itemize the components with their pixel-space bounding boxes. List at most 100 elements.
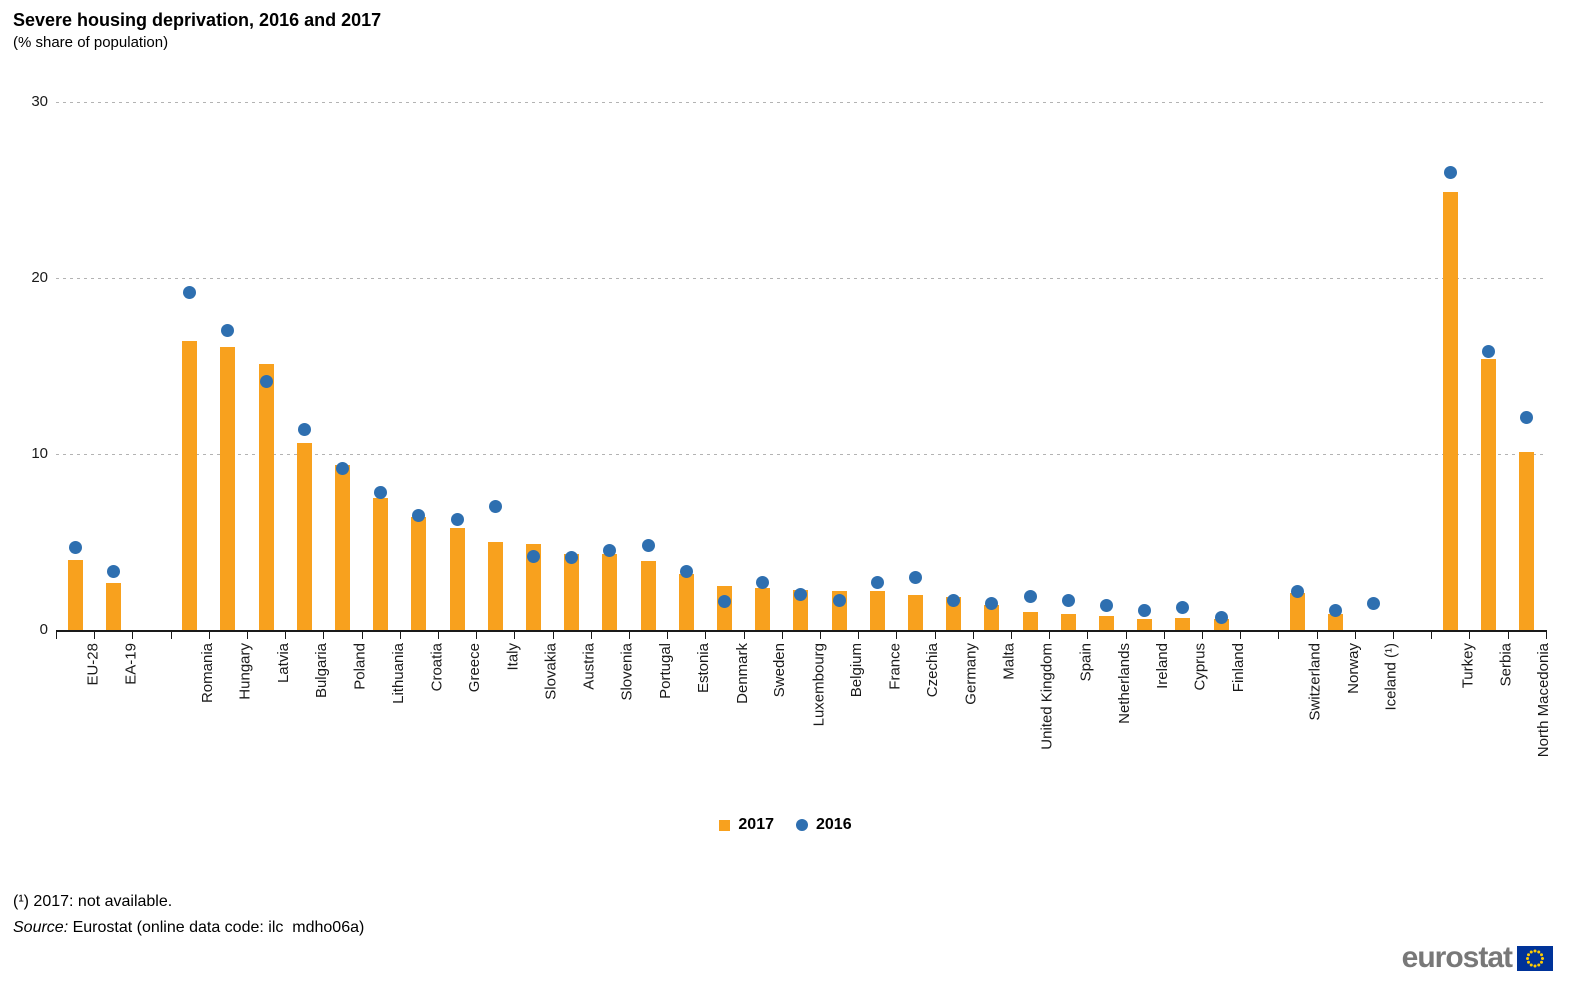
axis-tick [590,632,592,639]
legend-2016-label: 2016 [816,816,852,833]
bar-2017 [182,341,198,630]
dot-2016 [1138,604,1152,618]
bar-2017 [296,443,312,630]
bar-2017 [869,591,885,630]
bar-2017 [908,594,923,630]
footnote: (¹) 2017: not available. [13,893,173,910]
dot-2016 [641,539,655,552]
axis-tick [1087,632,1089,639]
axis-tick [170,632,172,639]
axis-tick [972,632,974,639]
bar-2017 [602,554,618,630]
page-title: Severe housing deprivation, 2016 and 201… [13,10,382,30]
bar-2017 [67,559,83,630]
gridline [56,454,1546,455]
x-axis-label: Spain [1077,643,1095,682]
axis-tick [1049,632,1051,639]
x-axis-label: Estonia [695,643,713,694]
dot-2016 [183,285,197,299]
bar-2017 [564,554,580,630]
dot-2016 [1367,597,1381,611]
x-axis-label: Cyprus [1191,643,1209,691]
axis-tick [1316,632,1318,639]
x-axis-label: France [886,643,904,690]
source-label: Source: [13,919,69,936]
dot-2016 [527,549,540,563]
x-axis-label: Malta [1000,643,1018,680]
legend-2017-swatch [719,819,731,831]
x-axis-label: Greece [466,643,484,693]
eu-flag-icon [1517,945,1553,971]
x-axis-label: Serbia [1497,643,1515,687]
dot-2016 [947,593,961,607]
dot-2016 [985,597,999,611]
axis-tick [743,632,745,639]
axis-tick [1278,632,1280,639]
bar-2017 [1137,619,1153,630]
dot-2016 [909,570,922,584]
x-axis-label: Hungary [236,643,254,700]
axis-tick [514,632,516,639]
x-axis-label: Croatia [427,643,445,692]
gridline [56,278,1546,279]
axis-tick [438,632,439,639]
bar-2017 [411,517,427,630]
dot-2016 [297,422,311,436]
dot-2016 [412,509,426,523]
dot-2016 [832,593,846,607]
bar-2017 [1213,619,1229,630]
axis-tick [1202,632,1203,639]
legend-2016-swatch [796,819,808,831]
dot-2016 [1291,584,1304,598]
bar-2017 [678,573,694,630]
x-axis-label: Bulgaria [313,643,331,699]
bar-2017 [640,561,656,630]
dot-2016 [603,544,617,558]
x-axis-label: Luxembourg [809,643,827,727]
dot-2016 [1061,593,1075,607]
axis-tick [629,632,630,639]
dot-2016 [488,500,502,514]
axis-tick [1354,632,1356,639]
bar-2017 [1519,452,1535,630]
dot-2016 [1176,600,1190,614]
x-axis-label: EA-19 [122,643,140,685]
axis-tick [94,632,96,639]
bar-2017 [373,498,389,630]
dot-2016 [450,512,464,526]
x-axis-label: Norway [1344,643,1362,694]
axis-tick [1011,632,1012,639]
x-axis-label: Poland [351,643,369,690]
bar-2017 [1290,593,1305,630]
x-axis-label: Netherlands [1115,643,1133,724]
page-subtitle: (% share of population) [13,34,169,51]
dot-2016 [718,595,731,609]
x-axis-label: Latvia [275,643,293,684]
x-axis-label: Italy [504,643,522,671]
axis-tick [399,632,401,639]
x-axis-line [56,630,1547,632]
y-axis-label: 10 [31,445,48,462]
axis-tick [56,632,57,639]
axis-tick [208,632,210,639]
x-axis-label: Ireland [1153,643,1171,689]
bar-2017 [335,464,350,630]
bar-2017 [1442,191,1458,630]
axis-tick [361,632,363,639]
bar-2017 [1175,617,1191,630]
bar-2017 [258,364,274,630]
axis-tick [247,632,248,639]
bar-2017 [984,605,1000,630]
axis-tick [934,632,936,639]
bar-2017 [105,582,121,630]
x-axis-label: Belgium [848,643,866,698]
axis-tick [1431,632,1433,639]
eurostat-logo-text: eurostat [1401,941,1513,974]
axis-tick [1125,632,1127,639]
axis-tick [1545,632,1547,639]
x-axis-label: EU-28 [84,643,102,686]
bar-2017 [220,346,236,630]
axis-tick [1240,632,1242,639]
